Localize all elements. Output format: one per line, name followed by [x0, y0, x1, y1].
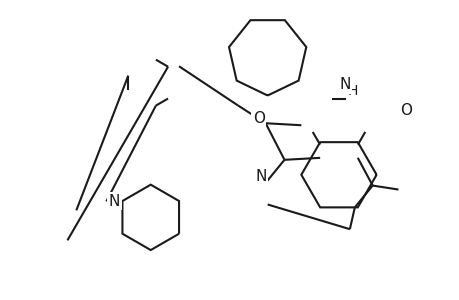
Text: N: N	[338, 77, 350, 92]
Text: N: N	[109, 194, 120, 208]
Text: N: N	[254, 169, 266, 184]
Text: O: O	[399, 103, 411, 118]
Text: H: H	[347, 84, 357, 98]
Text: O: O	[252, 111, 264, 126]
